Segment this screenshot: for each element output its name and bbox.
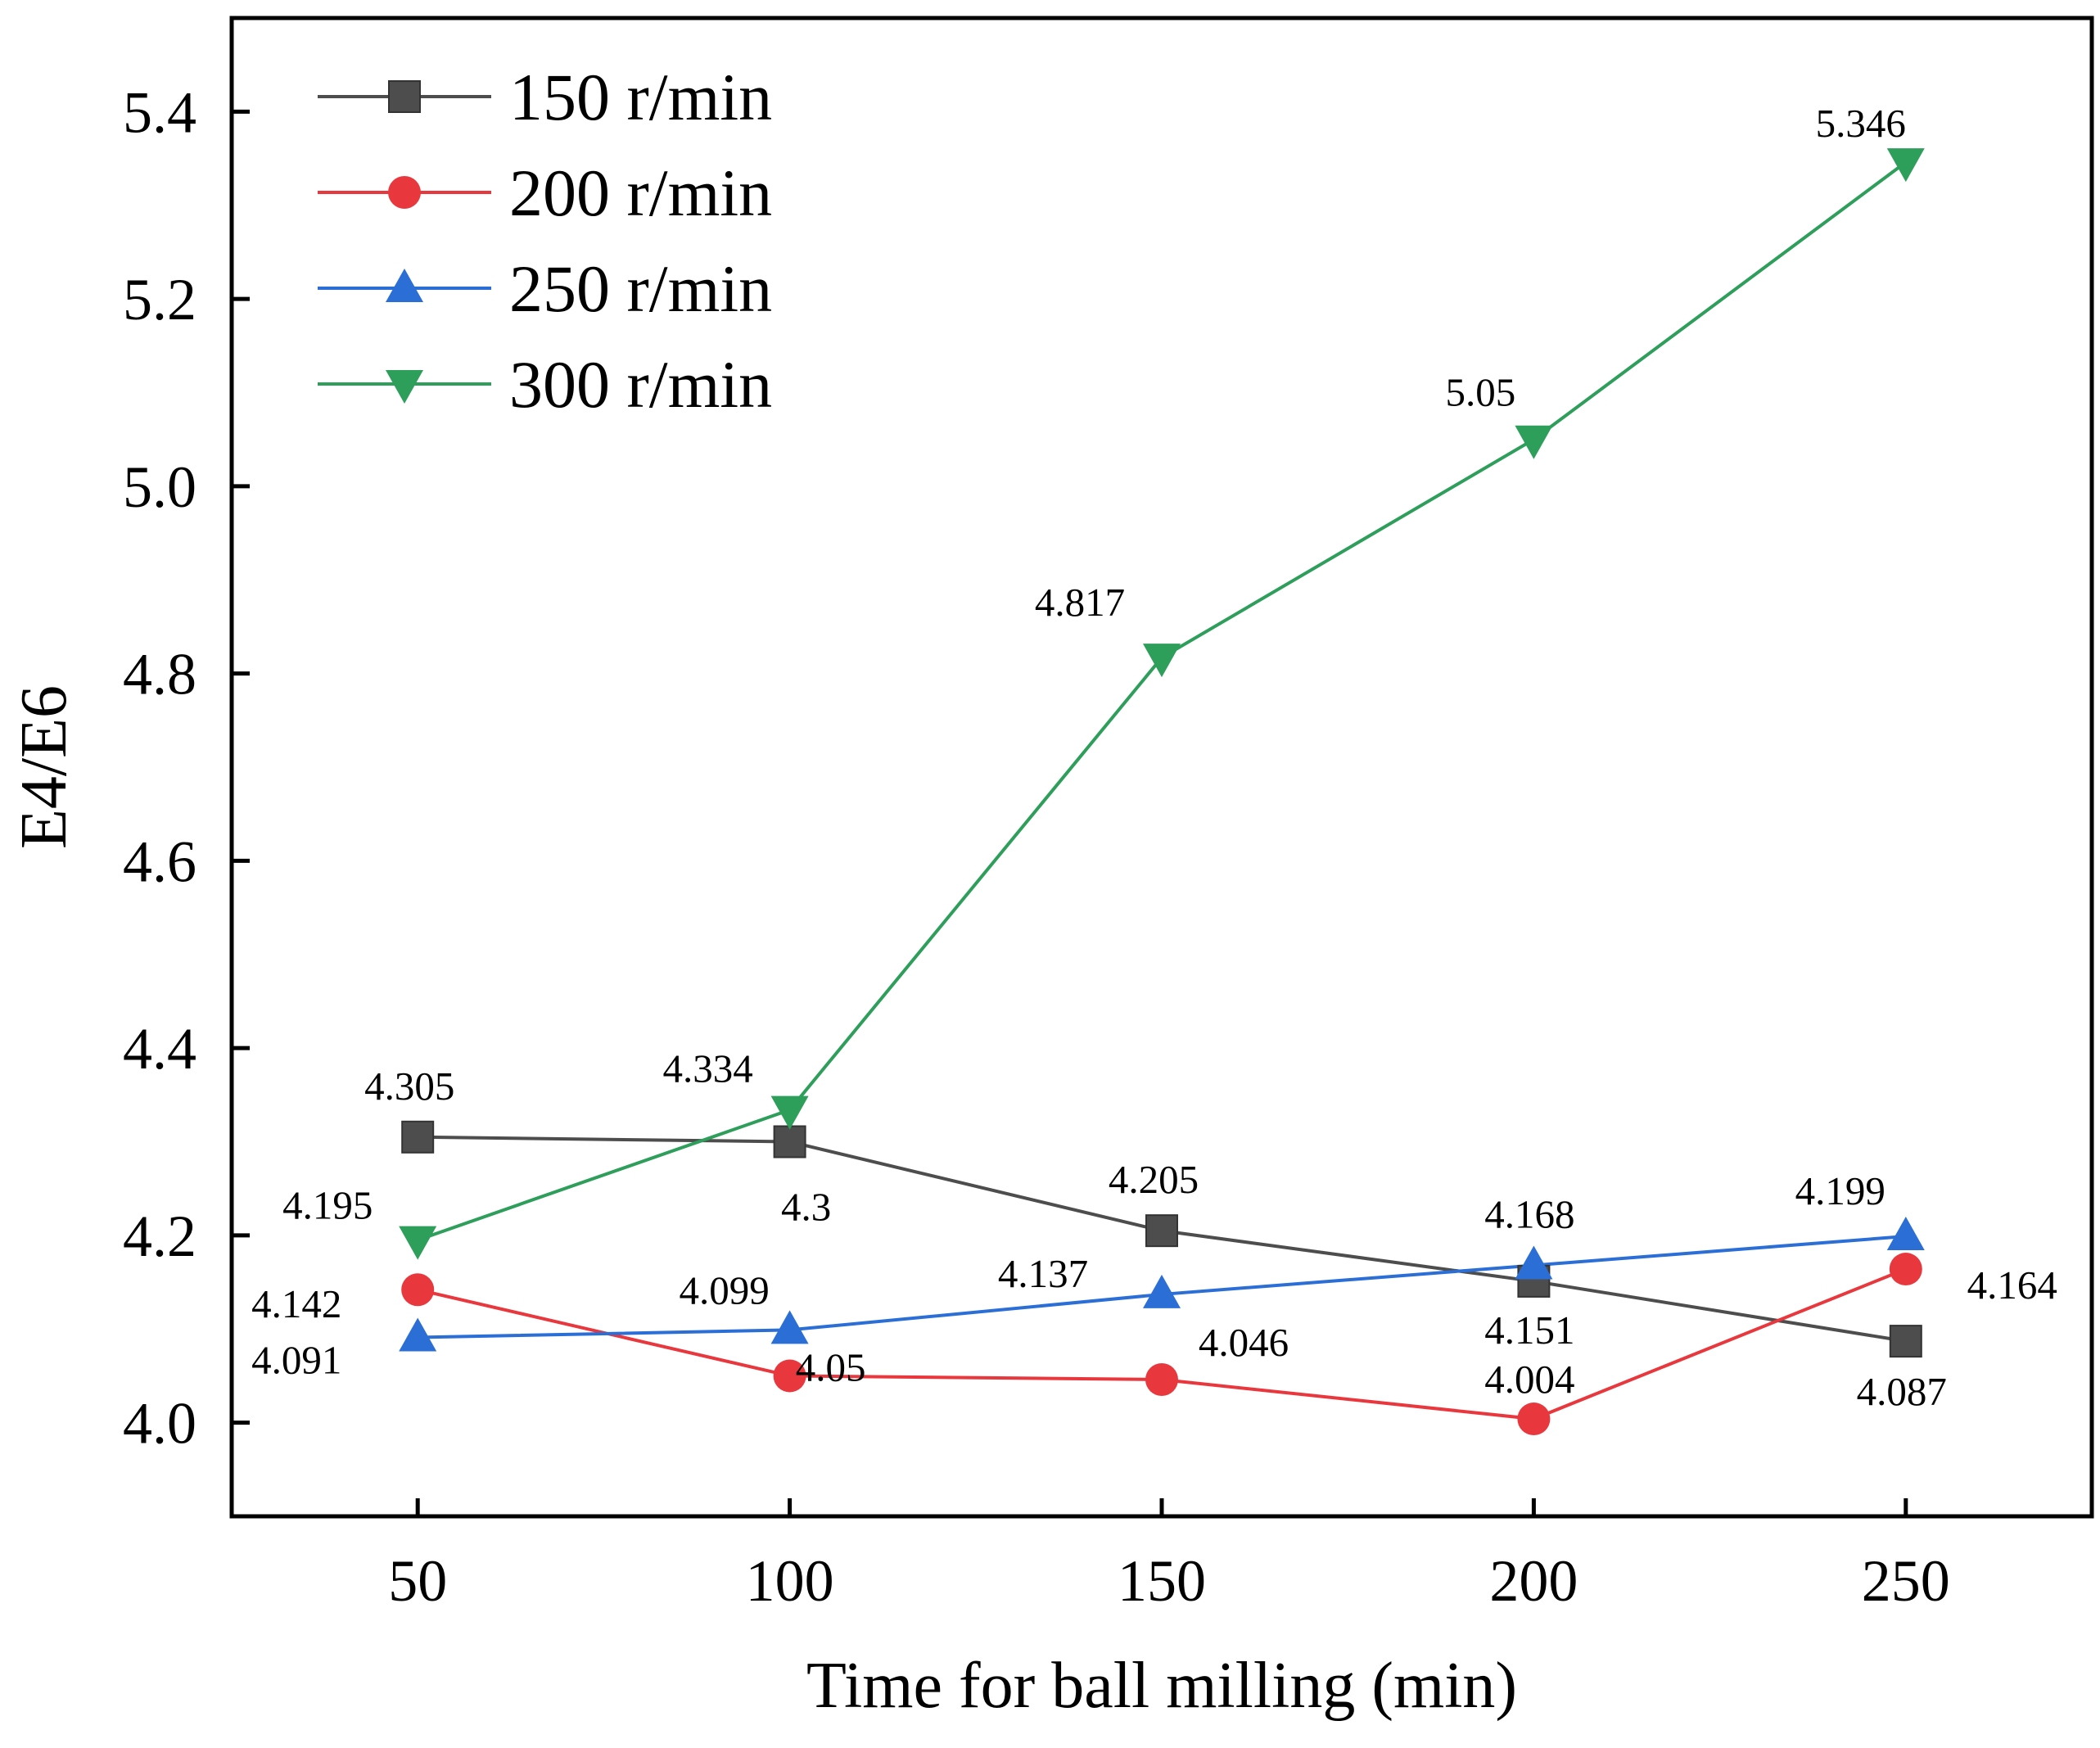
data-label: 5.05 <box>1446 370 1516 415</box>
y-tick-label: 4.4 <box>123 1016 196 1082</box>
data-point <box>1145 1363 1178 1397</box>
data-label: 4.168 <box>1484 1191 1574 1236</box>
x-tick-label: 100 <box>746 1548 834 1614</box>
data-point <box>1143 644 1181 678</box>
data-point <box>1889 1253 1922 1286</box>
data-point <box>1515 425 1553 459</box>
x-axis: 50 100 150 200 250 <box>388 1498 1950 1614</box>
data-label: 4.199 <box>1795 1168 1885 1213</box>
y-tick-label: 5.4 <box>123 79 196 145</box>
data-label: 4.137 <box>998 1251 1088 1296</box>
data-label: 5.346 <box>1816 101 1906 146</box>
x-tick-label: 250 <box>1862 1548 1950 1614</box>
legend: 150 r/min 200 r/min 250 r/min 300 r/min <box>318 60 772 422</box>
data-point <box>399 1317 437 1352</box>
legend-marker <box>388 80 421 113</box>
legend-label: 250 r/min <box>509 251 772 326</box>
data-point <box>1889 1325 1922 1358</box>
data-label: 4.205 <box>1109 1157 1199 1202</box>
data-label: 4.334 <box>662 1046 752 1091</box>
data-label: 4.305 <box>364 1064 454 1109</box>
y-axis: 4.0 4.2 4.4 4.6 4.8 5.0 5.2 5.4 <box>123 79 250 1457</box>
data-label: 4.164 <box>1967 1262 2057 1308</box>
data-point <box>401 1120 435 1154</box>
data-point <box>1145 1214 1178 1248</box>
x-tick-label: 50 <box>388 1548 447 1614</box>
data-label: 4.087 <box>1857 1369 1947 1414</box>
data-label: 4.817 <box>1035 580 1125 625</box>
legend-marker <box>386 370 423 404</box>
x-tick-label: 200 <box>1489 1548 1578 1614</box>
data-label: 4.3 <box>781 1185 831 1230</box>
data-point <box>399 1226 437 1260</box>
y-tick-label: 5.2 <box>123 267 196 332</box>
data-point <box>401 1273 435 1307</box>
data-label: 4.05 <box>796 1344 866 1389</box>
legend-marker <box>386 269 423 302</box>
legend-label: 300 r/min <box>509 347 772 422</box>
data-point <box>770 1310 809 1344</box>
data-point <box>1515 1245 1553 1280</box>
data-point <box>1517 1402 1551 1436</box>
y-tick-label: 4.2 <box>123 1204 196 1269</box>
data-point <box>770 1095 809 1130</box>
data-label: 4.099 <box>679 1267 769 1312</box>
data-label: 4.142 <box>251 1281 341 1326</box>
data-point <box>1886 1217 1925 1251</box>
y-tick-label: 5.0 <box>123 454 196 520</box>
x-axis-title: Time for ball milling (min) <box>806 1650 1517 1722</box>
data-label: 4.151 <box>1484 1308 1574 1353</box>
legend-label: 150 r/min <box>509 60 772 134</box>
data-label: 4.091 <box>251 1338 341 1383</box>
y-tick-label: 4.8 <box>123 642 196 707</box>
data-label: 4.195 <box>282 1183 373 1228</box>
y-tick-label: 4.0 <box>123 1391 196 1457</box>
y-axis-title: E4/E6 <box>8 685 80 849</box>
data-label: 4.004 <box>1484 1357 1574 1402</box>
data-label: 4.046 <box>1199 1320 1289 1365</box>
legend-marker <box>388 176 421 209</box>
series-layer: 4.305 4.3 4.205 4.151 4.087 4.142 4.05 4.046 4.0… <box>251 101 2057 1436</box>
data-point <box>1143 1274 1181 1308</box>
y-tick-label: 4.6 <box>123 829 196 894</box>
legend-label: 200 r/min <box>509 156 772 230</box>
data-point <box>773 1359 806 1393</box>
data-point <box>773 1125 806 1159</box>
x-tick-label: 150 <box>1118 1548 1206 1614</box>
data-point <box>1886 148 1925 183</box>
